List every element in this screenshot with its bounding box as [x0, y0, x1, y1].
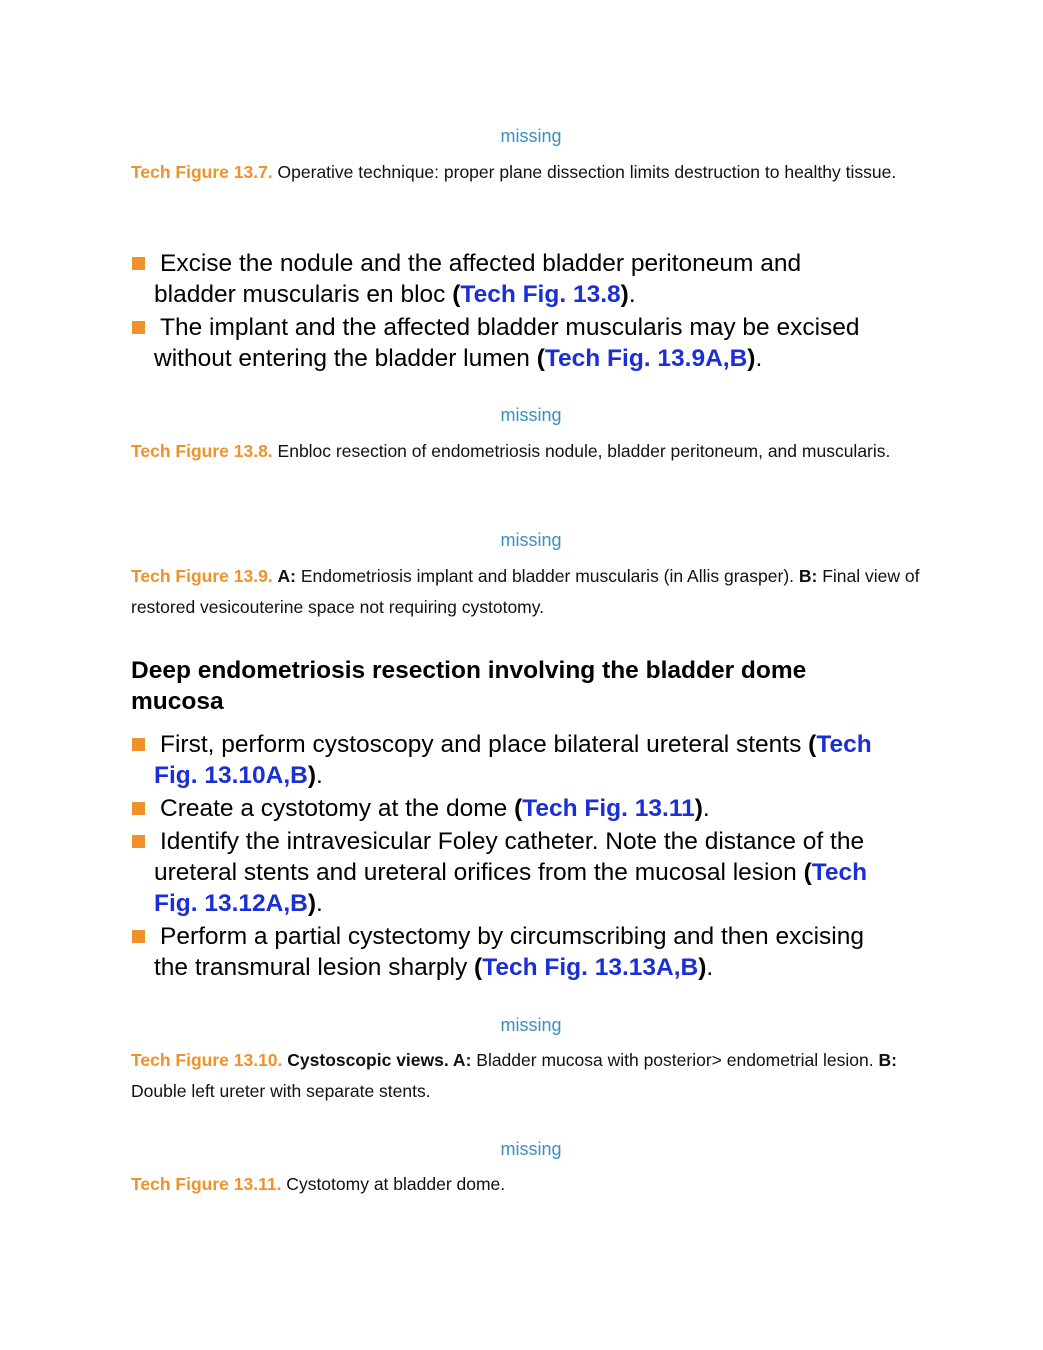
list-item: Create a cystotomy at the dome (Tech Fig…: [131, 793, 921, 824]
figure-link[interactable]: Tech: [816, 731, 872, 758]
missing-image-placeholder: missing: [500, 530, 562, 550]
caption-text: Enbloc resection of endometriosis nodule…: [272, 441, 891, 461]
figure-label: Tech Figure 13.10.: [131, 1050, 283, 1070]
missing-image-placeholder: missing: [500, 405, 562, 425]
list-item: First, perform cystoscopy and place bila…: [131, 729, 921, 791]
figure-link[interactable]: Tech Fig. 13.8: [460, 281, 621, 308]
figure-caption: Tech Figure 13.9. A: Endometriosis impla…: [131, 566, 920, 617]
figure-caption: Tech Figure 13.11. Cystotomy at bladder …: [131, 1169, 921, 1200]
caption-text: Operative technique: proper plane dissec…: [272, 162, 897, 182]
figure-caption: Tech Figure 13.10. Cystoscopic views. A:…: [131, 1050, 897, 1101]
section-heading: Deep endometriosis resection involving t…: [131, 657, 807, 715]
square-bullet-icon: [132, 835, 145, 848]
figure-link[interactable]: Tech Fig. 13.9A,B: [544, 345, 748, 372]
figure-caption: Tech Figure 13.7. Operative technique: p…: [131, 157, 921, 188]
figure-label: Tech Figure 13.11.: [131, 1174, 282, 1194]
list-item: Identify the intravesicular Foley cathet…: [131, 826, 921, 919]
list-item: The implant and the affected bladder mus…: [131, 312, 921, 374]
square-bullet-icon: [132, 321, 145, 334]
figure-link[interactable]: Fig. 13.10A,B: [154, 762, 308, 789]
caption-text: Cystotomy at bladder dome.: [281, 1174, 506, 1194]
square-bullet-icon: [132, 930, 145, 943]
figure-link[interactable]: Tech Fig. 13.11: [522, 795, 695, 822]
bullet-list: First, perform cystoscopy and place bila…: [131, 729, 921, 983]
figure-label: Tech Figure 13.7.: [131, 162, 273, 182]
square-bullet-icon: [132, 802, 145, 815]
figure-link[interactable]: Fig. 13.12A,B: [154, 890, 308, 917]
missing-image-placeholder: missing: [500, 126, 562, 146]
list-item: Perform a partial cystectomy by circumsc…: [131, 921, 921, 983]
figure-link[interactable]: Tech: [811, 859, 868, 886]
figure-link[interactable]: Tech Fig. 13.13A,B: [482, 954, 699, 981]
figure-label: Tech Figure 13.9.: [131, 566, 273, 586]
missing-image-placeholder: missing: [500, 1139, 562, 1159]
square-bullet-icon: [132, 738, 145, 751]
figure-caption: Tech Figure 13.8. Enbloc resection of en…: [131, 436, 921, 467]
missing-image-placeholder: missing: [500, 1015, 562, 1035]
figure-label: Tech Figure 13.8.: [131, 441, 273, 461]
square-bullet-icon: [132, 257, 145, 270]
list-item: Excise the nodule and the affected bladd…: [131, 248, 921, 310]
bullet-list: Excise the nodule and the affected bladd…: [131, 248, 921, 374]
